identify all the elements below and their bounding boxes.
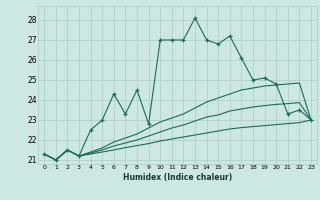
X-axis label: Humidex (Indice chaleur): Humidex (Indice chaleur) (123, 173, 232, 182)
